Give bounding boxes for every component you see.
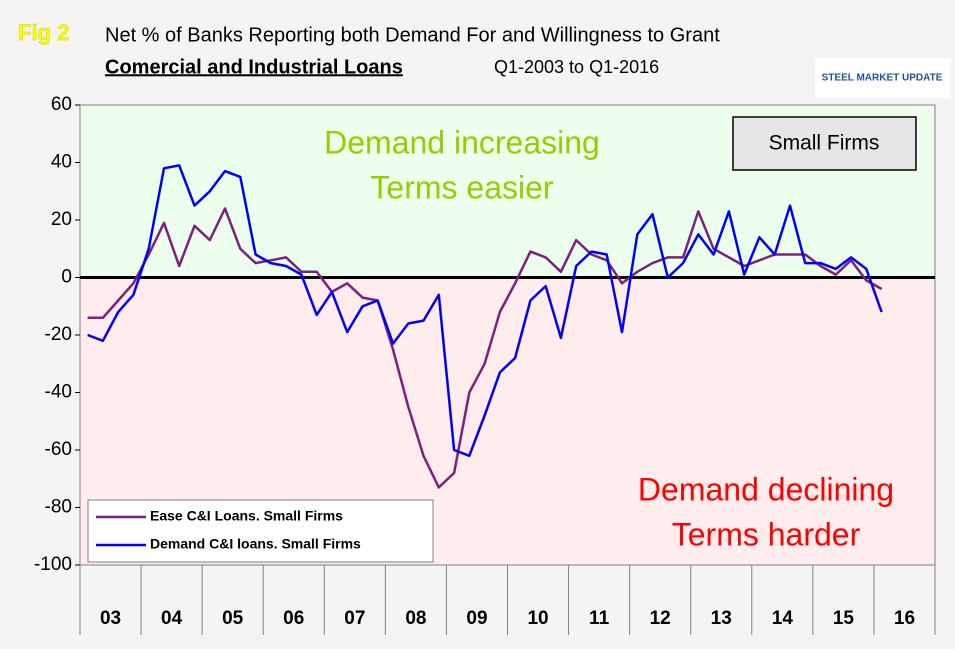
logo-box <box>815 58 950 98</box>
fig-label: Fig 2 <box>18 20 69 45</box>
y-tick-label: -100 <box>34 554 72 575</box>
y-tick-label: 0 <box>61 267 72 288</box>
subtitle-rest: Q1-2003 to Q1-2016 <box>494 57 659 77</box>
x-tick-label: 15 <box>833 608 855 629</box>
x-tick-label: 14 <box>772 608 794 629</box>
x-tick-label: 13 <box>711 608 732 629</box>
y-tick-label: -40 <box>45 382 72 403</box>
chart-title: Net % of Banks Reporting both Demand For… <box>105 24 720 46</box>
annotation: Demand declining <box>638 471 894 507</box>
y-tick-label: 40 <box>51 152 72 173</box>
subtitle-bold: Comercial and Industrial Loans <box>105 56 403 78</box>
annotation: Terms easier <box>370 169 554 205</box>
x-tick-label: 11 <box>589 608 610 629</box>
y-tick-label: -20 <box>45 324 72 345</box>
y-tick-label: 60 <box>51 94 72 115</box>
legend-label: Ease C&I Loans. Small Firms <box>150 508 343 524</box>
x-tick-label: 07 <box>344 608 365 629</box>
legend-label: Demand C&I loans. Small Firms <box>150 536 361 552</box>
x-tick-label: 16 <box>894 608 915 629</box>
x-tick-label: 08 <box>405 608 426 629</box>
legend-box <box>87 499 434 563</box>
series-line <box>87 164 883 458</box>
x-tick-label: 09 <box>466 608 487 629</box>
x-tick-label: 03 <box>100 608 121 629</box>
y-tick-label: -60 <box>45 439 72 460</box>
annotation: Terms harder <box>672 516 861 552</box>
x-tick-label: 12 <box>650 608 671 629</box>
x-tick-label: 04 <box>161 608 183 629</box>
panel-label: Small Firms <box>769 132 880 155</box>
x-tick-label: 05 <box>222 608 244 629</box>
x-tick-label: 06 <box>283 608 304 629</box>
x-tick-label: 10 <box>527 608 548 629</box>
panel-box <box>732 116 917 171</box>
logo: STEEL MARKET UPDATE <box>822 73 943 84</box>
annotation: Demand increasing <box>324 124 600 160</box>
y-tick-label: 20 <box>51 209 72 230</box>
y-tick-label: -80 <box>45 497 72 518</box>
